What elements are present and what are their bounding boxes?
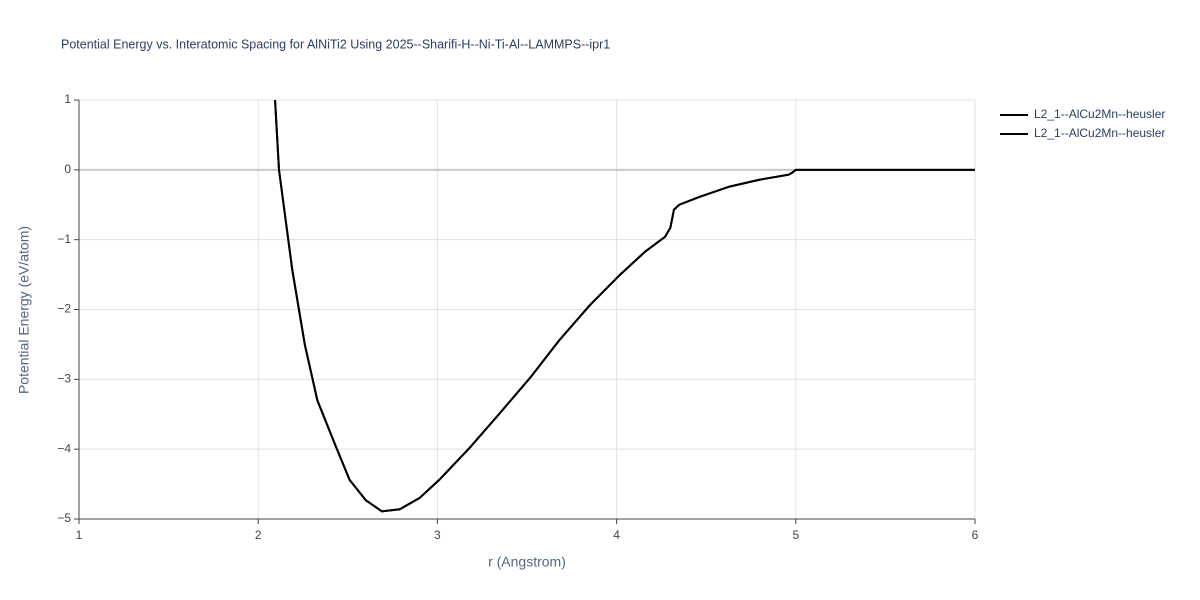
grid <box>74 99 976 524</box>
y-tick-label: −2 <box>57 302 71 316</box>
y-tick-label: −1 <box>57 232 71 246</box>
legend-label: L2_1--AlCu2Mn--heusler <box>1034 107 1165 121</box>
y-tick-label: −3 <box>57 372 71 386</box>
x-tick-label: 6 <box>972 528 979 542</box>
x-tick-label: 4 <box>613 528 620 542</box>
y-axis-title: Potential Energy (eV/atom) <box>16 226 32 394</box>
x-tick-label: 2 <box>255 528 262 542</box>
plot-area <box>274 99 975 513</box>
y-tick-label: 0 <box>64 162 71 176</box>
y-tick-label: −4 <box>57 441 71 455</box>
x-axis-title: r (Angstrom) <box>488 554 566 570</box>
x-tick-label: 5 <box>792 528 799 542</box>
y-tick-label: −5 <box>57 511 71 525</box>
y-tick-label: 1 <box>64 92 71 106</box>
x-tick-label: 1 <box>76 528 83 542</box>
chart-title: Potential Energy vs. Interatomic Spacing… <box>61 37 610 51</box>
line-series <box>274 99 975 513</box>
legend-label: L2_1--AlCu2Mn--heusler <box>1034 126 1165 140</box>
x-tick-label: 3 <box>434 528 441 542</box>
